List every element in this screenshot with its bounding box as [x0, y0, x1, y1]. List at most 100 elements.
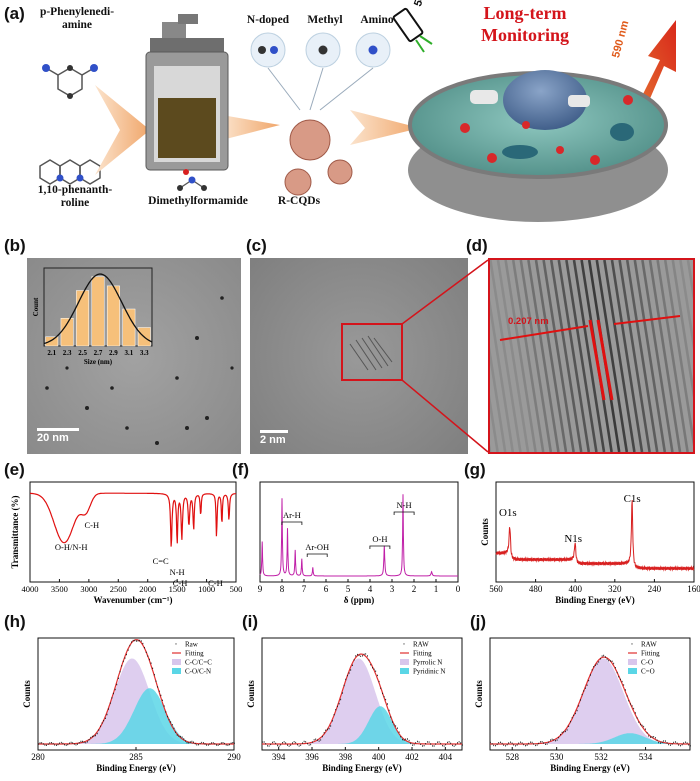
- i-component-1: [262, 658, 462, 744]
- f-tick-label: 0: [456, 584, 461, 594]
- lattice-fringe: [504, 260, 537, 452]
- tem-particles: [45, 296, 234, 445]
- lattice-fringe: [671, 260, 693, 398]
- h-raw-data: [38, 639, 235, 746]
- panel-i-label: (i): [242, 612, 259, 631]
- g-ylabel: Counts: [480, 518, 490, 546]
- xps-peak-label: C1s: [624, 493, 641, 505]
- group-label-ndoped: N-doped: [246, 14, 290, 26]
- spectra-row-efg: 4000 3500 3000 2500 2000 1500 1000 500Wavenumbe…: [10, 481, 700, 605]
- nmr-bracket: [369, 545, 391, 549]
- i-legend-label: Pyrrolic N: [413, 659, 442, 667]
- scale-bar-c: 2 nm: [260, 430, 288, 446]
- spacing-arrow-left: [499, 325, 589, 341]
- nmr-bracket: [306, 553, 328, 557]
- zoom-box: [341, 323, 403, 381]
- group-label-amino: Amino: [360, 14, 394, 26]
- f-tick-label: 4: [368, 584, 373, 594]
- hist-bar: [45, 336, 59, 347]
- ftir-annotation: C=C: [153, 556, 169, 566]
- e-tick-label: 4000: [22, 584, 39, 594]
- size-histogram-inset: 2.1 2.3 2.5 2.7 2.9 3.1 3.3 Size (nm) Count: [32, 267, 153, 366]
- reactant1-label: p-Phenylenedi- amine: [39, 6, 115, 31]
- hist-ylabel: Count: [32, 297, 40, 316]
- lattice-fringe: [496, 260, 530, 452]
- hist-tick-label: 2.7: [94, 349, 103, 357]
- j-legend-label: C=O: [641, 668, 655, 676]
- j-component-2: [490, 733, 690, 744]
- f-tick-label: 6: [324, 584, 329, 594]
- lattice-fringe: [572, 260, 606, 452]
- h-legend-label: Fitting: [185, 650, 204, 658]
- i-legend-label: RAW: [413, 641, 429, 649]
- lattice-fringe: [490, 394, 499, 452]
- j-xlabel: Binding Energy (eV): [550, 763, 630, 773]
- lattice-fringe: [519, 260, 553, 452]
- h-tick-label: 285: [129, 752, 143, 762]
- lattice-fringe: [534, 260, 568, 452]
- f-tick-label: 8: [280, 584, 285, 594]
- j-raw-data: [490, 654, 691, 747]
- g-tick-label: 240: [648, 584, 662, 594]
- panel-f-label: (f): [232, 460, 249, 479]
- scale-bar-b: 20 nm: [37, 428, 79, 444]
- i-tick-label: 402: [405, 752, 419, 762]
- i-legend-marker: [400, 659, 409, 665]
- lattice-fringe: [618, 260, 651, 452]
- nmr-annotation: Ar-H: [283, 510, 301, 520]
- e-tick-label: 500: [230, 584, 243, 594]
- i-tick-label: 404: [439, 752, 453, 762]
- i-legend-marker: ·: [403, 639, 406, 649]
- flashlight-icon: [392, 7, 433, 53]
- f-tick-label: 1: [434, 584, 439, 594]
- h-legend-marker: [172, 659, 181, 665]
- h-legend-label: Raw: [185, 641, 199, 649]
- g-tick-label: 560: [489, 584, 503, 594]
- nmr-annotation: Ar-OH: [305, 542, 329, 552]
- f-tick-label: 7: [302, 584, 307, 594]
- f-tick-label: 3: [390, 584, 395, 594]
- j-legend-label: RAW: [641, 641, 657, 649]
- lattice-fringe: [490, 297, 515, 452]
- f-xlabel: δ (ppm): [344, 595, 374, 605]
- lattice-fringe: [633, 260, 667, 452]
- j-tick-label: 528: [505, 752, 519, 762]
- i-raw-data: [262, 653, 463, 747]
- g-tick-label: 320: [608, 584, 622, 594]
- h-component-2: [38, 688, 234, 744]
- hist-bar: [122, 308, 136, 347]
- spacing-marker: [596, 319, 614, 401]
- h-fit-line: [38, 639, 234, 745]
- lattice-fringe: [603, 260, 636, 452]
- lattice-fringe: [490, 346, 507, 452]
- h-xlabel: Binding Energy (eV): [96, 763, 176, 773]
- lattice-fringe: [511, 260, 545, 452]
- autoclave-reactor: [145, 14, 229, 171]
- cell-illustration: [408, 70, 668, 222]
- panel-b-label: (b): [4, 236, 26, 255]
- i-tick-label: 400: [372, 752, 386, 762]
- h-legend-label: C-O/C-N: [185, 668, 211, 676]
- lattice-fringe: [625, 260, 659, 452]
- g-plot-frame: [495, 481, 695, 583]
- hist-tick-label: 2.3: [63, 349, 72, 357]
- j-legend-label: C-O: [641, 659, 653, 667]
- hrtem-image-c: 2 nm: [250, 258, 468, 454]
- arrow-to-reactor: [95, 85, 150, 175]
- h-tick-label: 290: [227, 752, 241, 762]
- h-legend-marker: [172, 668, 181, 674]
- i-plot-frame: [261, 637, 463, 751]
- nmr-annotation: N-H: [397, 500, 412, 510]
- arrow-to-cell: [350, 110, 420, 145]
- i-component-2: [262, 706, 462, 744]
- fft-lattice-image-d: 0.207 nm: [488, 258, 695, 454]
- hist-tick-label: 2.1: [47, 349, 56, 357]
- lattice-fringes: [349, 335, 393, 371]
- i-legend-label: Fitting: [413, 650, 432, 658]
- h-tick-label: 280: [31, 752, 45, 762]
- e-ylabel: Transmittance (%): [10, 495, 20, 568]
- spacing-arrow-right: [613, 315, 681, 325]
- e-tick-label: 2500: [110, 584, 127, 594]
- lattice-fringe: [557, 260, 591, 452]
- lattice-fringe: [565, 260, 598, 452]
